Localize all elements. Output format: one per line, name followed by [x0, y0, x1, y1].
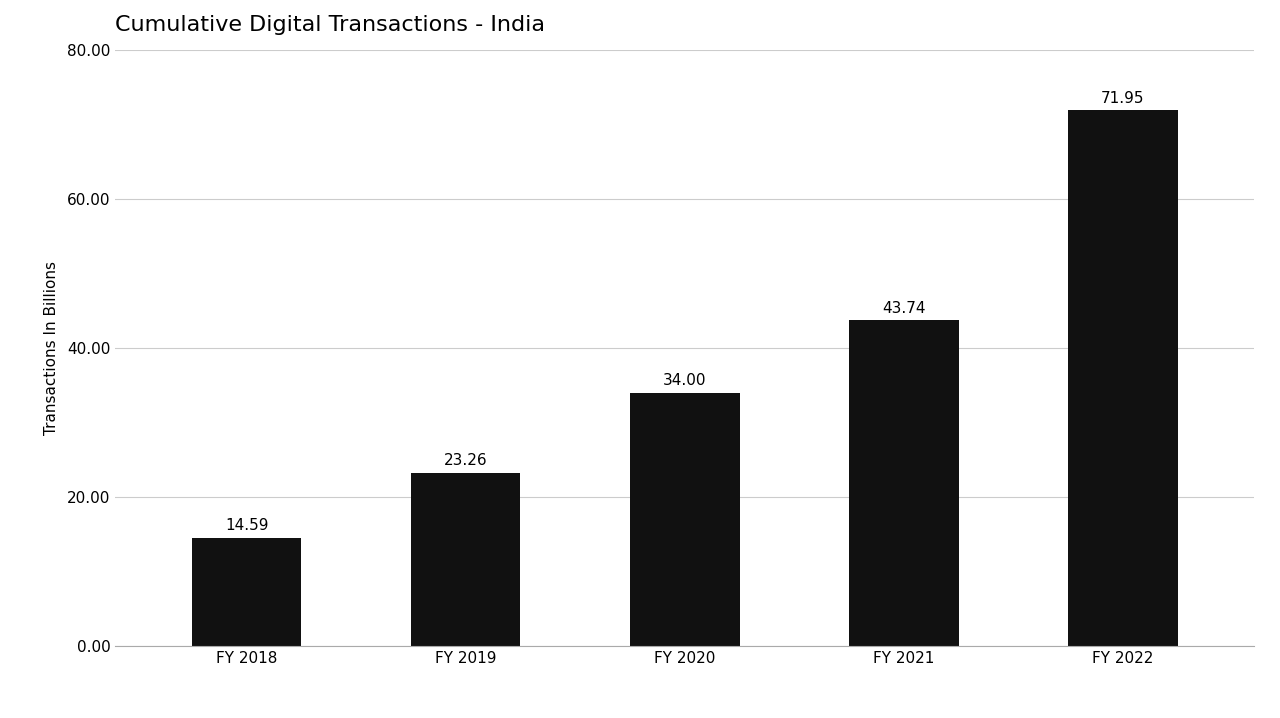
Text: Cumulative Digital Transactions - India: Cumulative Digital Transactions - India — [115, 15, 545, 34]
Bar — [1069, 111, 1178, 646]
Text: 71.95: 71.95 — [1101, 90, 1144, 106]
Y-axis label: Transactions In Billions: Transactions In Billions — [44, 261, 59, 435]
Text: 14.59: 14.59 — [225, 518, 269, 533]
Text: 23.26: 23.26 — [444, 454, 488, 468]
Bar — [411, 473, 521, 646]
Bar — [849, 320, 959, 646]
Bar — [630, 393, 740, 646]
Text: 43.74: 43.74 — [882, 301, 925, 316]
Text: 34.00: 34.00 — [663, 373, 707, 388]
Bar — [192, 538, 301, 646]
